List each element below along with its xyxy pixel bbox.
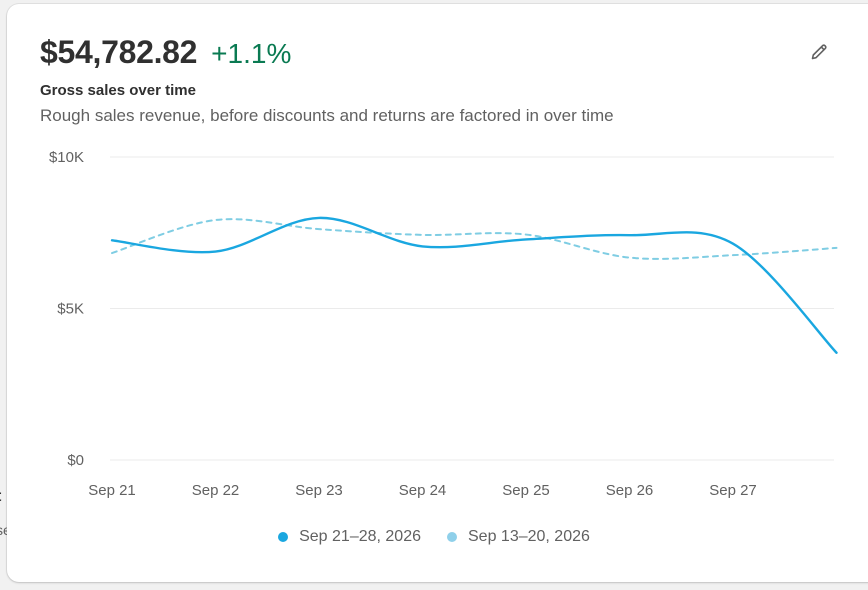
x-tick-label: Sep 21 — [88, 482, 136, 499]
series-line-comparison — [111, 218, 838, 260]
x-tick-label: Sep 27 — [709, 482, 757, 499]
y-tick-label: $5K — [57, 301, 84, 318]
edit-button[interactable] — [805, 38, 833, 66]
x-tick-label: Sep 24 — [399, 482, 447, 499]
metric-change: +1.1% — [211, 38, 292, 69]
legend-label: Sep 13–20, 2026 — [468, 528, 590, 545]
legend-label: Sep 21–28, 2026 — [299, 528, 421, 545]
x-tick-label: Sep 26 — [606, 482, 654, 499]
legend-item[interactable]: Sep 21–28, 2026 — [278, 528, 421, 546]
series-line-current — [110, 216, 838, 354]
metric-description: Rough sales revenue, before discounts an… — [40, 106, 614, 125]
legend-item[interactable]: Sep 13–20, 2026 — [447, 528, 590, 546]
metric-title: Gross sales over time — [40, 82, 196, 99]
gross-sales-card: $54,782.82 +1.1% Gross sales over time R… — [7, 4, 868, 582]
x-tick-label: Sep 22 — [192, 482, 240, 499]
chart-legend: Sep 21–28, 2026 Sep 13–20, 2026 — [0, 528, 868, 546]
y-tick-label: $0 — [67, 452, 84, 469]
x-tick-label: Sep 25 — [502, 482, 550, 499]
x-tick-label: Sep 23 — [295, 482, 343, 499]
metric-value: $54,782.82 — [40, 34, 198, 70]
background-text: t — [0, 488, 1, 506]
pencil-icon — [811, 44, 827, 60]
metric-header: $54,782.82 +1.1% — [40, 34, 291, 71]
legend-dot-icon — [278, 532, 289, 542]
background-subtext: se — [0, 522, 11, 538]
background-card-peek: t se — [0, 470, 20, 590]
legend-dot-icon — [447, 532, 457, 542]
y-tick-label: $10K — [49, 149, 84, 166]
